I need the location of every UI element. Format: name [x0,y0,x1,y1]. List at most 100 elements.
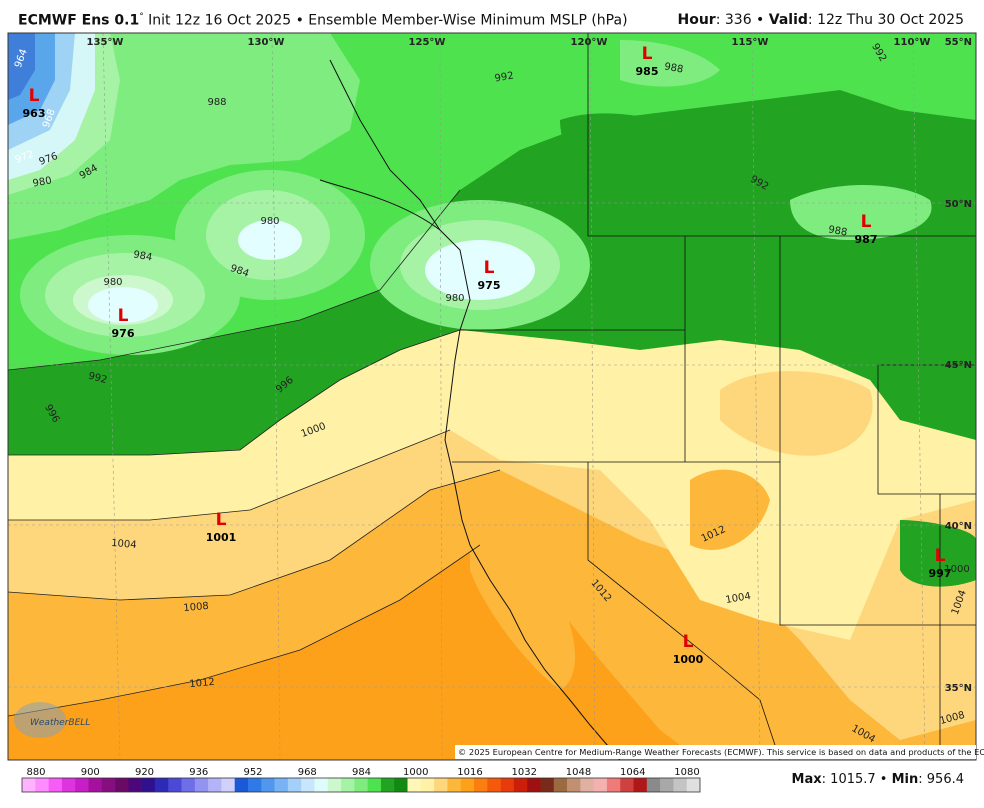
map-shape [8,469,501,601]
longitude-label: 125°W [409,37,446,48]
colorbar-swatch [420,778,435,792]
field-patch [690,469,770,550]
low-marker: L [935,546,946,566]
header-right: Hour: 336 • Valid: 12z Thu 30 Oct 2025 [678,12,965,28]
colorbar-swatch [35,778,49,792]
colorbar-swatch [567,778,581,792]
colorbar-swatch [660,778,674,792]
colorbar-swatch [540,778,555,792]
max-label: Max [791,772,822,787]
colorbar-swatch [367,778,382,792]
colorbar-label: 900 [81,767,100,778]
contour-label: 980 [260,216,279,227]
valid: : 12z Thu 30 Oct 2025 [807,12,964,28]
map-shape [319,179,441,231]
colorbar-swatch [181,778,196,792]
contour-label: 984 [132,249,153,263]
colorbar-swatch [61,778,76,792]
header-left: ECMWF Ens 0.1° Init 12z 16 Oct 2025 • En… [18,12,628,29]
colorbar-swatch [168,778,182,792]
graticule-line [271,33,281,760]
contour-label: 980 [445,293,464,304]
graticule-line [589,33,596,760]
colorbar-label: 952 [243,767,262,778]
colorbar: 880 900 920 936 952 968 984 1000 1016 1032 1048 106… [21,767,701,793]
low-value: 976 [112,327,135,340]
colorbar-swatch [434,778,448,792]
low-marker: L [484,258,495,278]
colorbar-label: 1016 [457,767,482,778]
colorbar-swatch [88,778,103,792]
map-shape [329,59,471,331]
colorbar-swatch [22,778,36,792]
colorbar-label: 968 [298,767,317,778]
latitude-label: 45°N [945,360,972,371]
latitude-label: 50°N [945,199,972,210]
contour-label: 988 [827,224,848,238]
low-marker: L [29,86,40,106]
graticule-line [751,33,761,760]
colorbar-swatch [447,778,462,792]
contour-label: 980 [103,277,122,288]
colorbar-swatch [407,778,422,792]
colorbar-swatch [301,778,315,792]
colorbar-swatch [553,778,568,792]
low-marker: L [642,44,653,64]
degree: ° [139,12,144,22]
map-shape [779,462,976,626]
colorbar-swatch [221,778,236,792]
subtitle: Init 12z 16 Oct 2025 • Ensemble Member-W… [148,12,628,29]
low-marker: L [118,306,129,326]
contour-label: 988 [663,61,684,75]
hour-label: Hour [677,12,716,28]
field-960 [8,33,35,100]
colorbar-swatch [606,778,621,792]
field-patch [620,40,720,87]
colorbar-swatch [314,778,329,792]
colorbar-swatch [474,778,488,792]
field-patch [900,520,976,587]
contour-label: 1004 [111,538,137,551]
contour-label: 1012 [189,677,215,690]
colorbar-swatch [500,778,515,792]
contour-label: 980 [32,175,53,189]
contour-label: 992 [87,371,108,387]
max: : 1015.7 • [821,772,888,787]
colorbar-label: 880 [26,767,45,778]
colorbar-swatch [115,778,129,792]
field-patch [790,185,932,240]
contour-label: 988 [207,97,226,108]
title: ECMWF Ens 0.1 [18,12,140,29]
colorbar-swatch [327,778,342,792]
longitude-label: 115°W [732,37,769,48]
field-976 [88,287,158,323]
map-shape [8,189,461,371]
colorbar-label: 1000 [403,767,428,778]
colorbar-swatch [234,778,249,792]
logo: WeatherBELL [30,718,90,728]
colorbar-swatch [341,778,355,792]
colorbar-swatch [527,778,541,792]
low-value: 963 [23,107,46,120]
contour-label: 1008 [183,601,209,614]
colorbar-swatch [673,778,688,792]
field-976 [238,220,302,260]
map-shape [444,329,621,760]
field-976 [425,240,535,300]
footer: Max: 1015.7 • Min: 956.4 [792,772,964,787]
contour-label: 1004 [725,591,752,606]
low-value: 1000 [673,653,704,666]
colorbar-swatch [487,778,501,792]
copyright: © 2025 European Centre for Medium-Range … [458,747,984,757]
field-patch [720,371,873,456]
map-shape [8,429,451,521]
longitude-label: 130°W [248,37,285,48]
colorbar-swatch [686,778,701,792]
latitude-label: 55°N [945,37,972,48]
graticule-line [439,33,443,760]
valid-label: Valid [768,12,808,28]
low-value: 987 [855,233,878,246]
colorbar-frame [21,777,701,793]
map-shape [587,33,976,237]
